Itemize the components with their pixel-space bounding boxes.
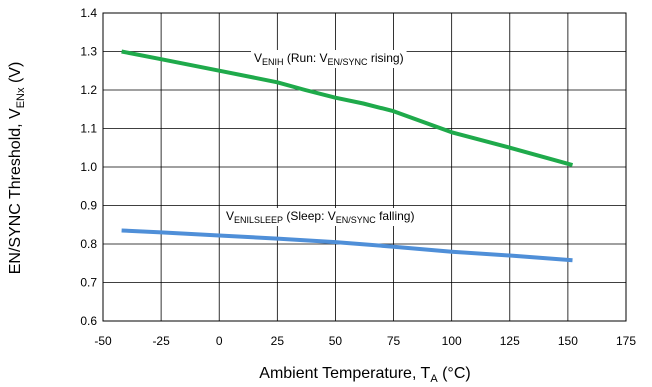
x-tick-label: 100 — [442, 334, 462, 348]
y-tick-label: 1.2 — [80, 83, 97, 97]
series-label-venilsleep: VENILSLEEP (Sleep: VEN/SYNC falling) — [226, 209, 414, 225]
x-tick-label: 50 — [329, 334, 343, 348]
series-line-venilsleep — [121, 228, 573, 263]
x-tick-label: 150 — [558, 334, 578, 348]
y-tick-label: 0.7 — [80, 276, 97, 290]
y-tick-label: 1.4 — [80, 6, 97, 20]
series-label-background — [251, 50, 407, 68]
x-tick-label: 125 — [500, 334, 520, 348]
plot-frame — [102, 12, 627, 322]
tick-labels: 0.6 0.7 0.8 0.9 1.0 1.1 1.2 1.3 1.4 -50 -25 0 25 50 75… — [80, 6, 636, 348]
x-tick-label: 25 — [271, 334, 285, 348]
series-line-venih — [121, 49, 574, 168]
grid — [102, 12, 627, 322]
x-tick-label: -50 — [94, 334, 112, 348]
x-tick-label: 175 — [616, 334, 636, 348]
series-label-background — [223, 208, 418, 226]
y-tick-label: 0.9 — [80, 199, 97, 213]
y-tick-label: 1.0 — [80, 160, 97, 174]
x-axis-title: Ambient Temperature, TA (°C) — [259, 365, 470, 385]
y-tick-label: 0.8 — [80, 237, 97, 251]
series-label-venih: VENIH (Run: VEN/SYNC rising) — [254, 51, 404, 67]
series-layer — [121, 49, 574, 263]
y-tick-label: 1.3 — [80, 45, 97, 59]
x-tick-label: 0 — [216, 334, 223, 348]
y-axis-title: EN/SYNC Threshold, VENx (V) — [7, 62, 27, 275]
x-tick-label: -25 — [152, 334, 170, 348]
x-tick-label: 75 — [387, 334, 401, 348]
y-tick-label: 0.6 — [80, 314, 97, 328]
y-tick-label: 1.1 — [80, 122, 97, 136]
